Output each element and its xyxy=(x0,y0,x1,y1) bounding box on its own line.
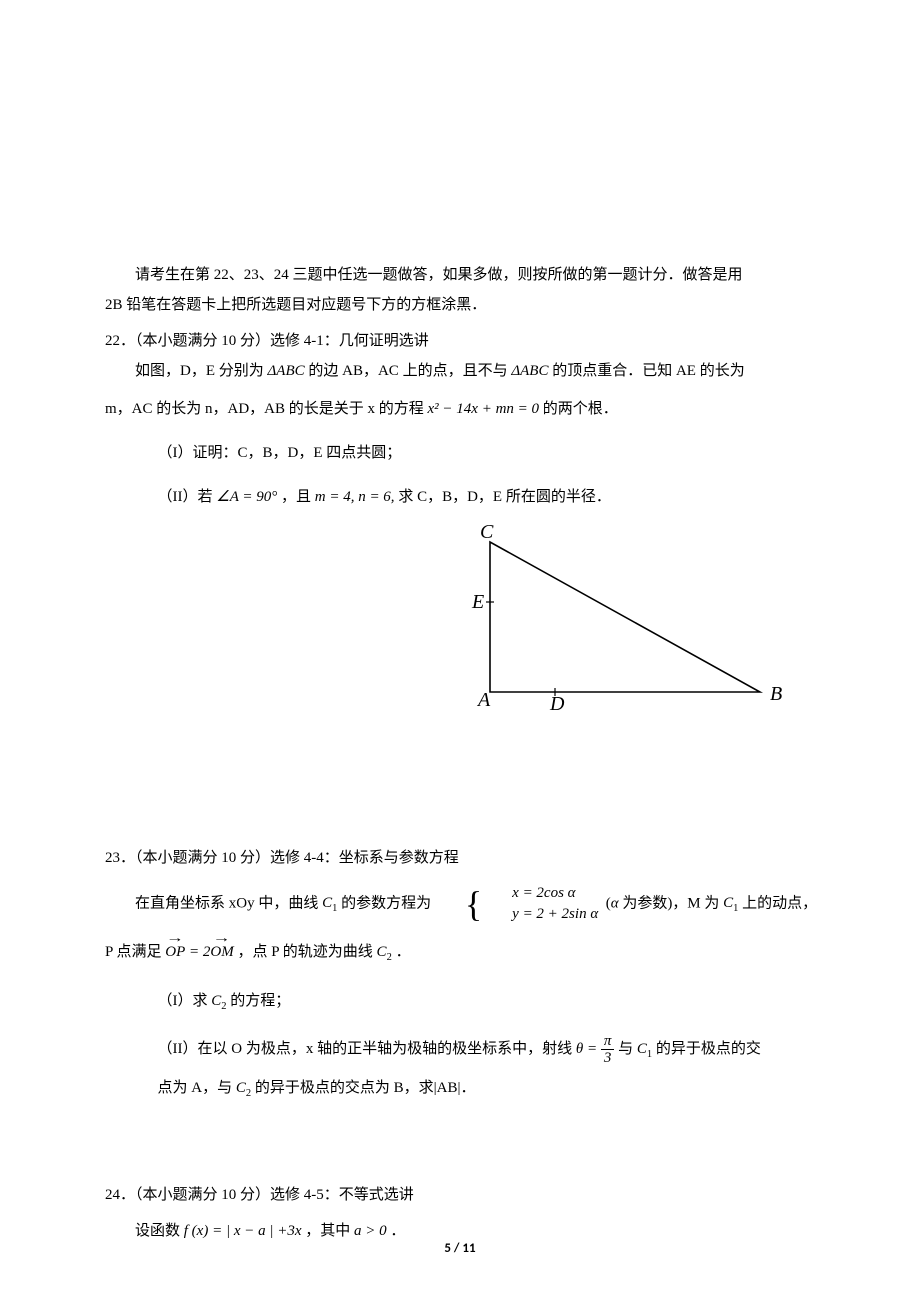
p24-line1-c: ． xyxy=(390,1223,405,1239)
brace-icon: { xyxy=(435,886,482,922)
p23-line1-a: 在直角坐标系 xOy 中，曲线 xyxy=(135,895,318,911)
p23-line2-b: ，点 P 的轨迹为曲线 xyxy=(238,944,373,960)
p22-angle: ∠A = 90° xyxy=(216,489,277,505)
p23-eq-top: x = 2cos α xyxy=(482,883,598,904)
p23-line2-c: ． xyxy=(396,944,411,960)
page-number: 5 / 11 xyxy=(0,1241,920,1256)
p23-part2-e: 的异于极点的交点为 B，求|AB|． xyxy=(255,1080,476,1096)
p23-C2-sub-c: 2 xyxy=(246,1088,251,1099)
p22-line1-b: 的边 AB，AC 上的点，且不与 xyxy=(308,363,507,379)
p23-part1: （I）求 C2 的方程； xyxy=(105,986,820,1017)
p23-part2-d: 点为 A，与 xyxy=(158,1080,233,1096)
p23-eq-bot: y = 2 + 2sin α xyxy=(482,904,598,925)
p24-header: 24．（本小题满分 10 分）选修 4-5：不等式选讲 xyxy=(105,1180,820,1210)
p23-line1-e: 上的动点， xyxy=(742,895,817,911)
p22-part2-a: （II）若 xyxy=(158,489,213,505)
p23-header: 23．（本小题满分 10 分）选修 4-4：坐标系与参数方程 xyxy=(105,843,820,873)
p24-cond: a > 0 xyxy=(354,1223,387,1239)
label-D: D xyxy=(549,693,565,715)
p22-eq1: x² − 14x + mn = 0 xyxy=(428,401,540,417)
p22-tri-abc-2: ΔABC xyxy=(511,363,548,379)
p23-C2-a: C xyxy=(377,944,387,960)
p23-C2-sub-a: 2 xyxy=(387,952,392,963)
p22-line1: 如图，D，E 分别为 ΔABC 的边 AB，AC 上的点，且不与 ΔABC 的顶… xyxy=(105,356,820,386)
p22-mn: m = 4, n = 6, xyxy=(315,489,395,505)
p23-alpha: α xyxy=(611,895,619,911)
p23-part1-a: （I）求 xyxy=(158,993,208,1009)
p23-C2-sub-b: 2 xyxy=(221,1001,226,1012)
p24-line1-b: ，其中 xyxy=(305,1223,350,1239)
p23-line1-d: 为参数)，M 为 xyxy=(622,895,719,911)
p22-header: 22．（本小题满分 10 分）选修 4-1：几何证明选讲 xyxy=(105,326,820,356)
label-B: B xyxy=(770,683,782,705)
intro-line-2: 2B 铅笔在答题卡上把所选题目对应题号下方的方框涂黑． xyxy=(105,290,820,320)
p23-OP: OP xyxy=(165,937,185,967)
p23-line1-b: 的参数方程为 xyxy=(341,895,431,911)
p22-line1-c: 的顶点重合．已知 AE 的长为 xyxy=(552,363,745,379)
gap-1 xyxy=(105,767,820,837)
p23-three: 3 xyxy=(601,1050,615,1067)
p23-C1-sub-b: 1 xyxy=(733,903,738,914)
label-A: A xyxy=(476,689,491,711)
p23-C1-sub-a: 1 xyxy=(332,903,337,914)
p23-pi: π xyxy=(601,1033,615,1051)
page: 请考生在第 22、23、24 三题中任选一题做答，如果多做，则按所做的第一题计分… xyxy=(0,0,920,1306)
p23-part2-line1: （II）在以 O 为极点，x 轴的正半轴为极轴的极坐标系中，射线 θ = π3 … xyxy=(105,1031,820,1067)
p23-param-eq: x = 2cos α y = 2 + 2sin α xyxy=(482,883,598,925)
p23-C1-sub-c: 1 xyxy=(647,1049,652,1060)
p22-line2-a: m，AC 的长为 n，AD，AB 的长是关于 x 的方程 xyxy=(105,401,424,417)
p23-C1-b: C xyxy=(723,895,733,911)
gap-2 xyxy=(105,1104,820,1174)
p23-line2: P 点满足 OP = 2OM ，点 P 的轨迹为曲线 C2 ． xyxy=(105,937,820,968)
p23-line1: 在直角坐标系 xOy 中，曲线 C1 的参数方程为 { x = 2cos α y… xyxy=(105,883,820,925)
p23-part1-b: 的方程； xyxy=(230,993,290,1009)
p23-theta-eq: θ = π3 xyxy=(576,1041,618,1057)
p23-OM: OM xyxy=(210,937,233,967)
p23-part2-b: 与 xyxy=(618,1041,633,1057)
p22-part1: （I）证明：C，B，D，E 四点共圆； xyxy=(105,438,820,468)
p23-line2-a: P 点满足 xyxy=(105,944,162,960)
p22-line2: m，AC 的长为 n，AD，AB 的长是关于 x 的方程 x² − 14x + … xyxy=(105,394,820,424)
label-C: C xyxy=(480,522,494,543)
page-number-text: 5 / 11 xyxy=(444,1241,475,1256)
p22-part2-c: 求 C，B，D，E 所在圆的半径． xyxy=(398,489,611,505)
p23-part2-line2: 点为 A，与 C2 的异于极点的交点为 B，求|AB|． xyxy=(105,1073,820,1104)
triangle-diagram: A B C D E xyxy=(460,522,800,722)
intro-text-2: 2B 铅笔在答题卡上把所选题目对应题号下方的方框涂黑． xyxy=(105,297,486,313)
p22-line1-a: 如图，D，E 分别为 xyxy=(135,363,264,379)
intro-line-1: 请考生在第 22、23、24 三题中任选一题做答，如果多做，则按所做的第一题计分… xyxy=(105,260,820,290)
p23-theta: θ = xyxy=(576,1041,601,1057)
p24-line1-a: 设函数 xyxy=(135,1223,180,1239)
p22-figure: A B C D E xyxy=(105,522,820,727)
p22-part2: （II）若 ∠A = 90° ，且 m = 4, n = 6, 求 C，B，D，… xyxy=(105,482,820,512)
label-E: E xyxy=(471,591,484,613)
p23-C1-c: C xyxy=(637,1041,647,1057)
p23-C2-c: C xyxy=(236,1080,246,1096)
p23-C1-a: C xyxy=(322,895,332,911)
p23-part2-a: （II）在以 O 为极点，x 轴的正半轴为极轴的极坐标系中，射线 xyxy=(158,1041,573,1057)
p22-tri-abc-1: ΔABC xyxy=(268,363,305,379)
intro-text-1: 请考生在第 22、23、24 三题中任选一题做答，如果多做，则按所做的第一题计分… xyxy=(135,267,743,283)
p22-line2-b: 的两个根． xyxy=(543,401,618,417)
p22-part2-b: ，且 xyxy=(281,489,311,505)
p23-part2-c: 的异于极点的交 xyxy=(656,1041,761,1057)
p23-C2-b: C xyxy=(211,993,221,1009)
p24-fx: f (x) = | x − a | +3x xyxy=(184,1223,302,1239)
